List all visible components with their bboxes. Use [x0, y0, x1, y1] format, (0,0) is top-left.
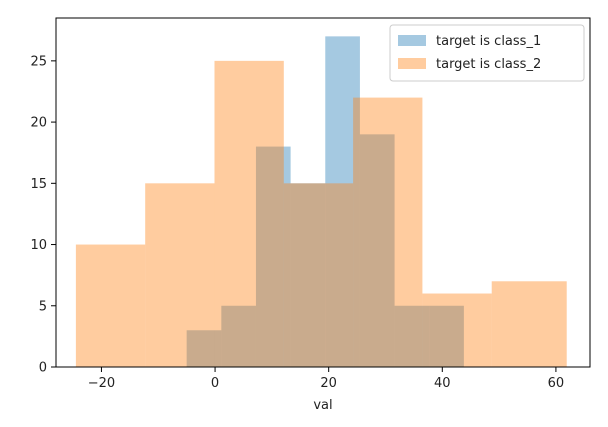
histogram-bar — [290, 183, 326, 367]
x-tick-label: −20 — [88, 376, 115, 391]
histogram-bar — [145, 183, 215, 367]
legend-box — [389, 24, 585, 82]
histogram-bar — [214, 60, 284, 367]
y-tick-label: 0 — [39, 361, 47, 376]
series-2-bars — [75, 60, 567, 367]
histogram-bar — [394, 305, 430, 367]
legend-entry-label: target is class_2 — [436, 57, 541, 72]
histogram-bar — [255, 146, 291, 367]
histogram-bar — [221, 305, 256, 367]
x-axis-label: val — [313, 398, 332, 413]
x-tick-label: 60 — [548, 376, 565, 391]
legend-entry-label: target is class_1 — [436, 34, 541, 49]
series-1-bars — [186, 36, 464, 368]
histogram-bar — [491, 281, 567, 367]
histogram-bar — [186, 330, 222, 367]
x-tick-label: 40 — [434, 376, 451, 391]
histogram-bar — [325, 36, 360, 368]
x-tick-label: 0 — [211, 376, 219, 391]
bars-layer — [75, 36, 567, 368]
histogram-bar — [429, 305, 464, 367]
histogram-bar — [353, 97, 423, 367]
y-tick-label: 15 — [30, 177, 47, 192]
y-tick-label: 25 — [30, 54, 47, 69]
histogram-bar — [359, 134, 395, 367]
x-tick-label: 20 — [320, 376, 337, 391]
legend-swatch — [398, 58, 426, 69]
legend-swatch — [398, 35, 426, 46]
histogram-bar — [283, 183, 354, 367]
histogram-bar — [75, 244, 146, 367]
axes: −20 0 20 40 60 0 5 10 15 20 25 — [30, 17, 591, 391]
y-tick-label: 20 — [30, 116, 47, 131]
histogram-bar — [422, 293, 492, 367]
y-tick-label: 10 — [30, 238, 47, 253]
y-tick-label: 5 — [39, 299, 47, 314]
plot-frame — [55, 17, 591, 368]
